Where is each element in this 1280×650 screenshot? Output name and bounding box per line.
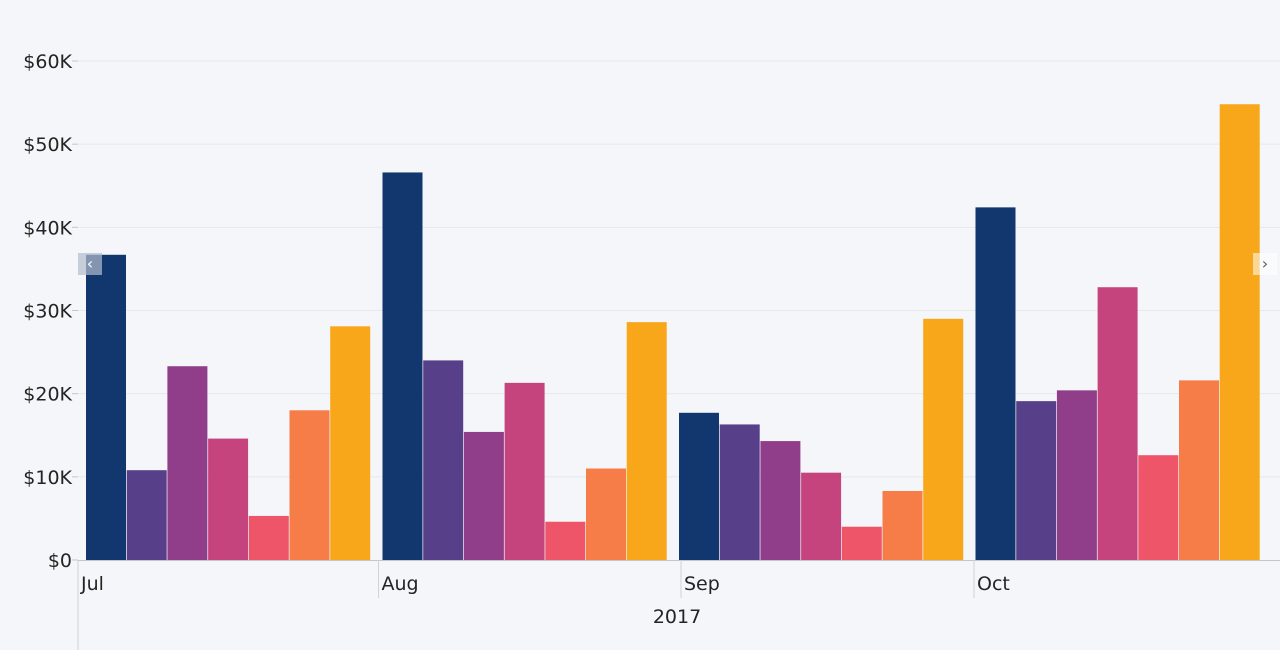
- y-tick-label: $60K: [23, 51, 72, 73]
- y-tick-label: $30K: [23, 301, 72, 323]
- x-tick-label: Oct: [977, 573, 1010, 595]
- bar-jul-7[interactable]: [330, 326, 371, 560]
- y-tick-label: $50K: [23, 134, 72, 156]
- bar-jul-3[interactable]: [167, 366, 208, 560]
- bar-sep-5[interactable]: [841, 526, 882, 560]
- bar-jul-2[interactable]: [126, 470, 167, 560]
- bar-oct-1[interactable]: [975, 207, 1016, 560]
- bar-oct-7[interactable]: [1219, 104, 1260, 560]
- bar-sep-3[interactable]: [760, 441, 801, 560]
- bar-jul-5[interactable]: [248, 515, 289, 560]
- bar-aug-2[interactable]: [423, 360, 464, 560]
- x-tick-label: Aug: [382, 573, 419, 595]
- bar-aug-1[interactable]: [382, 172, 423, 560]
- bar-oct-6[interactable]: [1179, 380, 1219, 560]
- y-axis: $0 $10K $20K $30K $40K $50K $60K: [23, 51, 78, 572]
- bar-oct-2[interactable]: [1016, 401, 1057, 560]
- bar-jul-4[interactable]: [208, 438, 249, 560]
- scroll-left-icon[interactable]: ‹: [78, 253, 102, 275]
- bar-aug-6[interactable]: [586, 468, 626, 560]
- bar-jul-6[interactable]: [289, 410, 330, 560]
- bar-oct-4[interactable]: [1097, 287, 1138, 560]
- bars: [86, 104, 1260, 561]
- bar-aug-7[interactable]: [626, 322, 667, 560]
- bar-aug-3[interactable]: [463, 431, 504, 560]
- bar-sep-6[interactable]: [882, 490, 923, 560]
- x-tick-label: Jul: [80, 573, 104, 595]
- bar-sep-1[interactable]: [679, 412, 719, 560]
- x-axis: Jul Aug Sep Oct 2017: [77, 560, 1280, 650]
- y-tick-label: $20K: [23, 384, 72, 406]
- bar-jul-1[interactable]: [86, 254, 126, 561]
- y-tick-label: $40K: [23, 217, 72, 239]
- bar-aug-5[interactable]: [545, 521, 586, 560]
- bar-oct-3[interactable]: [1056, 390, 1097, 560]
- scroll-right-icon[interactable]: ›: [1253, 253, 1277, 275]
- bar-sep-2[interactable]: [719, 424, 760, 560]
- bar-oct-5[interactable]: [1138, 455, 1179, 560]
- x-group-label: 2017: [653, 606, 701, 628]
- x-tick-label: Sep: [684, 573, 720, 595]
- y-tick-label: $10K: [23, 467, 72, 489]
- bar-sep-4[interactable]: [801, 472, 842, 560]
- bar-sep-7[interactable]: [923, 318, 964, 560]
- bar-aug-4[interactable]: [504, 382, 545, 560]
- y-tick-label: $0: [48, 550, 72, 572]
